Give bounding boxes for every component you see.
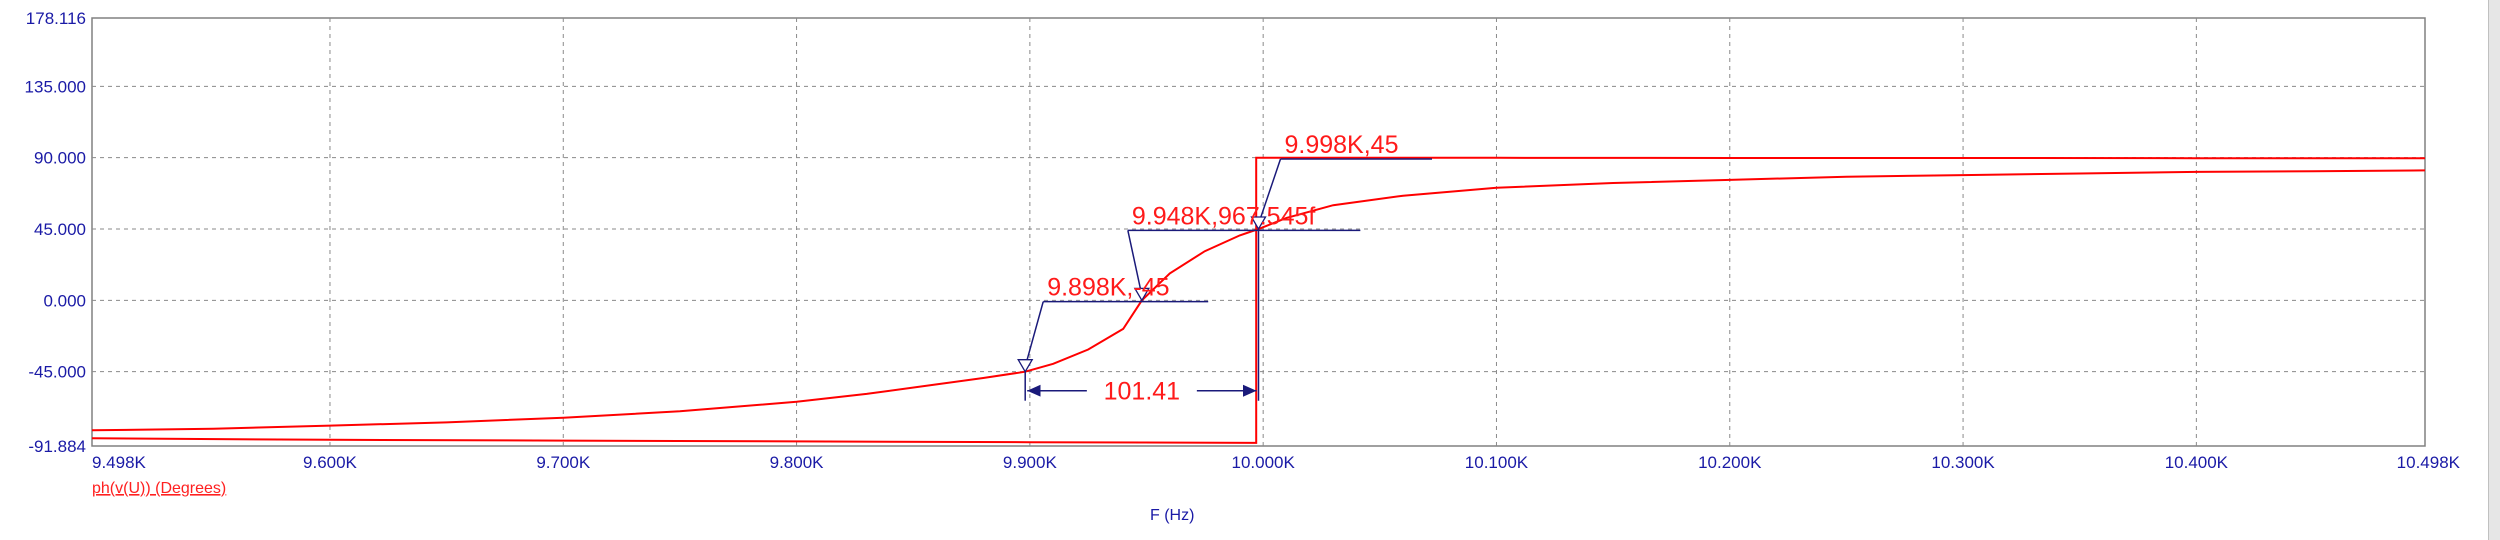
y-tick-label: 0.000	[43, 291, 86, 310]
y-tick-label: 135.000	[25, 77, 86, 96]
dimension-label: 101.41	[1104, 378, 1180, 406]
y-tick-label: 45.000	[34, 220, 86, 239]
y-tick-label: -91.884	[28, 437, 86, 456]
y-tick-labels: 178.116 135.000 90.000 45.000 0.000 -45.000 -9…	[25, 9, 86, 456]
right-scrollbar-edge	[2488, 0, 2500, 540]
x-tick-label: 9.498K	[92, 453, 147, 472]
y-tick-label: 178.116	[26, 9, 86, 28]
x-tick-label: 10.400K	[2165, 453, 2229, 472]
x-tick-label: 9.800K	[770, 453, 825, 472]
cursor-leader	[1257, 158, 1282, 225]
x-tick-label: 10.000K	[1231, 453, 1295, 472]
x-axis-label: F (Hz)	[1150, 507, 1194, 524]
cursor-leader	[1024, 301, 1044, 367]
cursor-marker	[1017, 359, 1034, 373]
series-group	[91, 156, 2426, 444]
x-tick-label: 10.498K	[2397, 453, 2461, 472]
series-line-1	[91, 156, 2425, 444]
x-tick-label: 9.900K	[1003, 453, 1058, 472]
cursor-annotations: 9.998K,45 9.948K,967.545f 9.898K,-45 101.41	[1017, 131, 1432, 406]
series-line-0	[91, 169, 2426, 432]
cursor-label: 9.948K,967.545f	[1132, 202, 1316, 230]
x-tick-label: 10.300K	[1931, 453, 1995, 472]
x-tick-label: 9.600K	[303, 453, 358, 472]
legend-series-label[interactable]: ph(v(U)) (Degrees)	[92, 480, 226, 497]
x-tick-label: 9.700K	[536, 453, 591, 472]
cursor-marker	[1133, 287, 1150, 302]
y-tick-label: -45.000	[28, 363, 86, 382]
y-tick-label: 90.000	[34, 149, 86, 168]
cursor-marker	[1250, 216, 1267, 231]
x-tick-label: 10.100K	[1465, 453, 1529, 472]
cursor-label: 9.898K,-45	[1047, 274, 1169, 302]
x-tick-labels: 9.498K 9.600K 9.700K 9.800K 9.900K 10.000K 10.…	[92, 453, 2461, 472]
x-tick-label: 10.200K	[1698, 453, 1762, 472]
cursor-label: 9.998K,45	[1285, 131, 1399, 159]
cursor-leader	[1127, 230, 1143, 296]
